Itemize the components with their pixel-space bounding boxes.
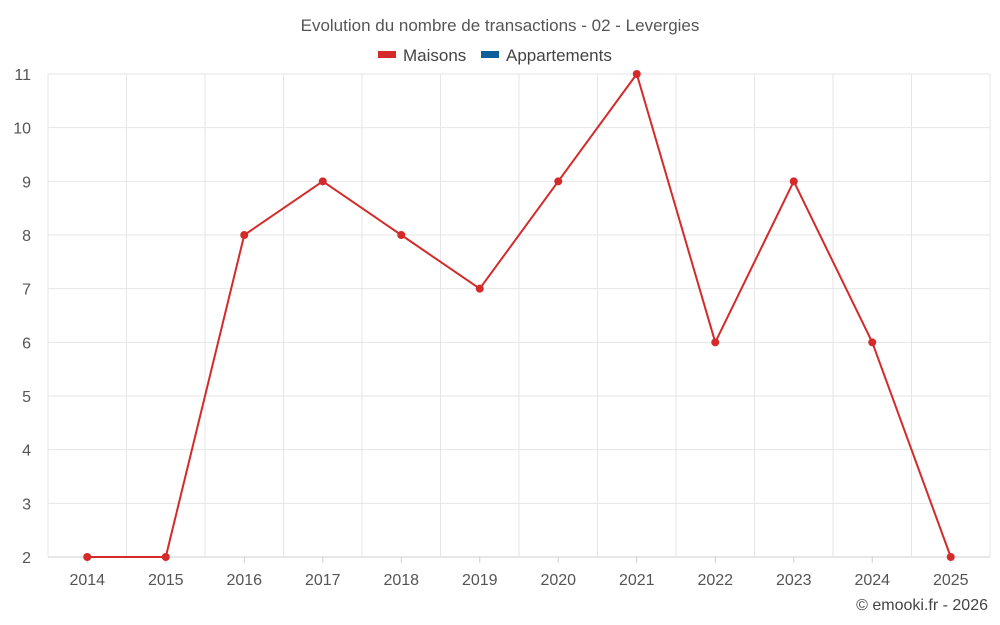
- x-tick-label: 2016: [226, 572, 262, 589]
- data-point-maisons-2018[interactable]: [397, 231, 406, 239]
- series-points: [83, 70, 955, 561]
- x-tick-label: 2023: [776, 572, 812, 589]
- y-tick-label: 8: [22, 228, 31, 245]
- legend-label-appartements: Appartements: [506, 46, 612, 65]
- x-tick-label: 2024: [854, 572, 890, 589]
- legend-item-appartements[interactable]: Appartements: [481, 46, 612, 65]
- y-axis: 2 3 4 5 6 7 8 9 10 11: [13, 67, 31, 567]
- data-point-maisons-2025[interactable]: [946, 553, 955, 561]
- x-tick-label: 2017: [305, 572, 341, 589]
- x-tick-label: 2018: [383, 572, 419, 589]
- data-point-maisons-2023[interactable]: [789, 177, 798, 186]
- x-tick-label: 2021: [619, 572, 655, 589]
- y-tick-label: 10: [13, 121, 31, 138]
- data-point-maisons-2022[interactable]: [711, 338, 720, 347]
- x-tick-label: 2020: [540, 572, 576, 589]
- gridlines: [47, 73, 991, 558]
- legend-swatch-appartements: [481, 51, 499, 58]
- legend-label-maisons: Maisons: [403, 46, 466, 65]
- chart-title: Evolution du nombre de transactions - 02…: [301, 16, 700, 35]
- series-line-maisons: [87, 73, 952, 558]
- data-point-maisons-2024[interactable]: [868, 338, 877, 347]
- data-point-maisons-2016[interactable]: [240, 231, 249, 239]
- y-tick-label: 3: [22, 496, 31, 513]
- credit-text: © emooki.fr - 2026: [856, 597, 988, 614]
- y-tick-label: 6: [22, 335, 31, 352]
- data-point-maisons-2019[interactable]: [475, 284, 484, 293]
- data-point-maisons-2021[interactable]: [632, 70, 641, 78]
- x-tick-label: 2014: [69, 572, 105, 589]
- data-point-maisons-2014[interactable]: [83, 553, 92, 561]
- y-tick-label: 5: [22, 389, 31, 406]
- y-tick-label: 11: [14, 67, 31, 84]
- x-tick-label: 2015: [148, 572, 184, 589]
- legend-item-maisons[interactable]: Maisons: [378, 46, 466, 65]
- y-tick-label: 2: [22, 550, 31, 567]
- y-tick-label: 9: [22, 174, 31, 191]
- data-point-maisons-2020[interactable]: [554, 177, 563, 186]
- x-tick-label: 2025: [933, 572, 969, 589]
- data-point-maisons-2015[interactable]: [161, 553, 170, 561]
- x-tick-label: 2022: [697, 572, 733, 589]
- x-tick-label: 2019: [462, 572, 498, 589]
- legend-swatch-maisons: [378, 51, 396, 58]
- data-point-maisons-2017[interactable]: [318, 177, 327, 186]
- y-tick-label: 4: [22, 443, 31, 460]
- y-tick-label: 7: [22, 282, 31, 299]
- series-lines: [87, 73, 952, 558]
- legend: Maisons Appartements: [378, 46, 612, 65]
- x-axis: 2014 2015 2016 2017 2018 2019 2020 2021 2022 2023…: [69, 557, 969, 589]
